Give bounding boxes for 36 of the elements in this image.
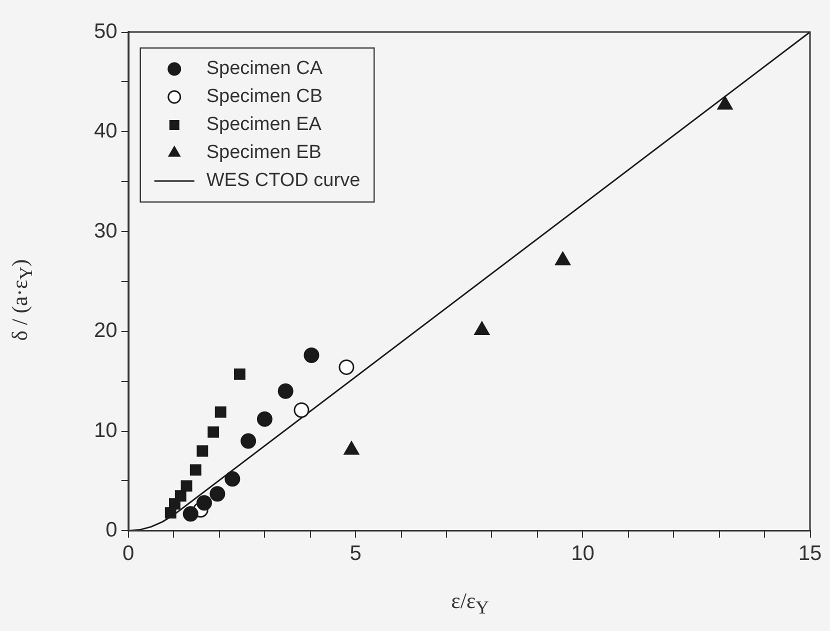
point xyxy=(208,426,220,438)
x-tick-label: 15 xyxy=(798,542,822,566)
y-tick-label: 40 xyxy=(94,120,118,143)
legend-label: Specimen CB xyxy=(206,86,323,108)
y-tick-label: 20 xyxy=(94,319,118,342)
point xyxy=(256,411,272,427)
point xyxy=(182,506,198,522)
point xyxy=(294,402,310,418)
legend-label: Specimen EA xyxy=(206,114,322,136)
y-tick-label: 0 xyxy=(106,518,118,542)
point xyxy=(196,445,208,457)
point xyxy=(240,433,256,449)
x-axis-title: ε/ε$_{Y}$ xyxy=(450,588,490,618)
point xyxy=(214,406,226,418)
point xyxy=(717,96,733,110)
x-tick-label: 10 xyxy=(571,542,594,566)
point xyxy=(190,464,202,476)
point xyxy=(224,471,240,487)
point xyxy=(210,486,226,502)
x-tick-label: 5 xyxy=(350,542,362,566)
point xyxy=(234,368,246,380)
point xyxy=(180,480,192,492)
point xyxy=(304,347,320,363)
x-tick-label: 0 xyxy=(122,542,134,566)
legend-label: Specimen EB xyxy=(206,142,322,164)
point xyxy=(278,383,294,399)
point xyxy=(474,322,490,336)
point xyxy=(174,490,186,502)
legend-label: WES CTOD curve xyxy=(206,170,360,192)
point xyxy=(196,495,212,511)
point xyxy=(555,252,570,266)
y-tick-label: 30 xyxy=(94,219,118,242)
y-tick-label: 10 xyxy=(94,418,118,442)
point xyxy=(338,359,354,375)
legend-label: Specimen CA xyxy=(206,58,323,80)
y-tick-label: 50 xyxy=(94,20,118,43)
